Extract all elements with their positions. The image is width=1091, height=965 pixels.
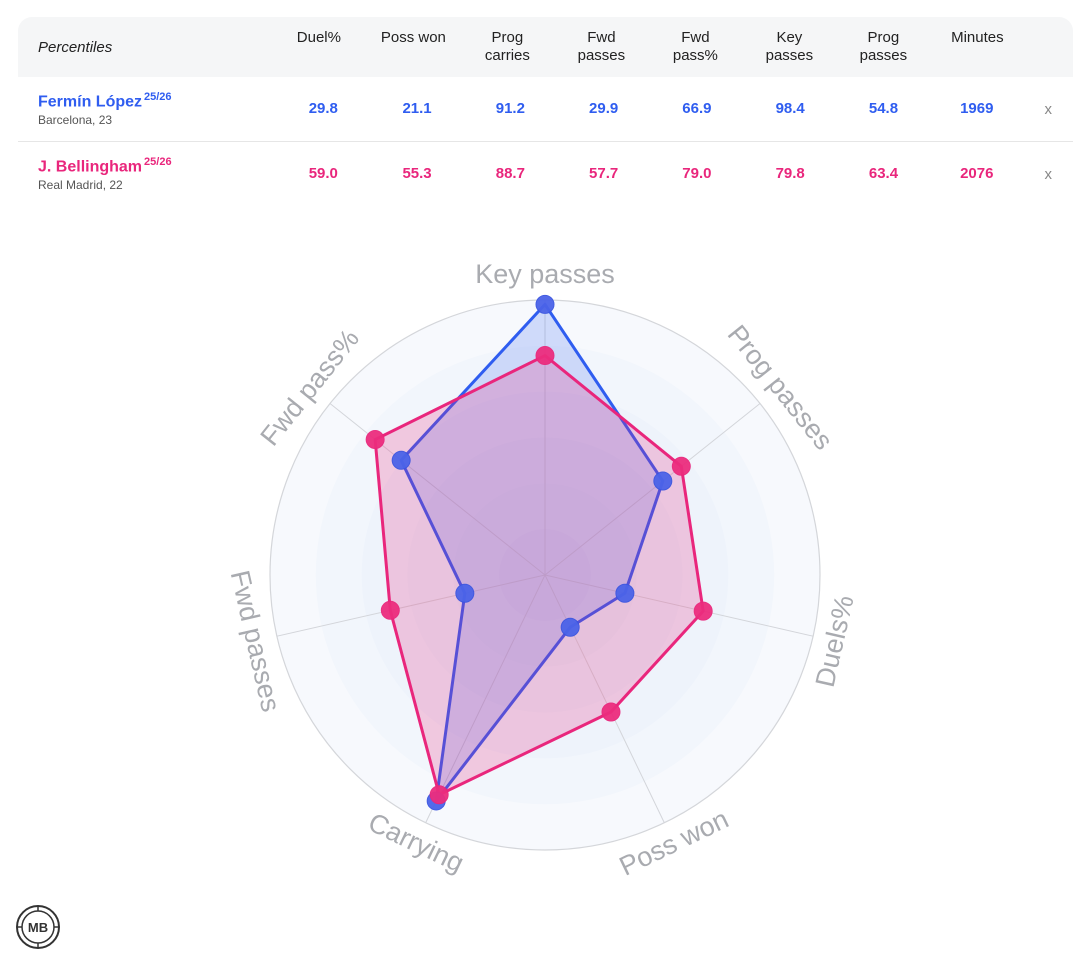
data-point bbox=[671, 456, 691, 476]
column-header-text: pass% bbox=[672, 47, 718, 64]
data-point bbox=[535, 346, 555, 366]
stat-value: 55.3 bbox=[402, 165, 432, 182]
data-point bbox=[560, 617, 580, 637]
player-name[interactable]: Fermín López bbox=[38, 93, 143, 111]
stat-value: 91.2 bbox=[495, 100, 525, 117]
column-header-text: passes bbox=[765, 47, 814, 64]
data-point bbox=[693, 601, 713, 621]
remove-player-button[interactable]: x bbox=[1044, 100, 1052, 118]
table-title: Percentiles bbox=[38, 38, 113, 56]
column-header-text: Fwd bbox=[681, 29, 710, 46]
column-header-text: passes bbox=[577, 47, 626, 64]
stat-value: 59.0 bbox=[308, 165, 338, 182]
column-header[interactable]: Poss won bbox=[366, 29, 460, 65]
remove-player-button[interactable]: x bbox=[1044, 165, 1052, 183]
player-cell: Fermín López 25/26 Barcelona, 23 bbox=[18, 91, 276, 126]
player-row: J. Bellingham 25/26 Real Madrid, 22 59.0 55.… bbox=[18, 142, 1073, 206]
stat-value: 79.0 bbox=[682, 165, 712, 182]
data-point bbox=[429, 785, 449, 805]
player-season: 25/26 bbox=[144, 91, 172, 104]
player-row: Fermín López 25/26 Barcelona, 23 29.8 21.1 91… bbox=[18, 77, 1073, 142]
player-cell: J. Bellingham 25/26 Real Madrid, 22 bbox=[18, 156, 276, 191]
column-header-text: carries bbox=[484, 47, 530, 64]
stat-value: 29.8 bbox=[308, 100, 338, 117]
stat-value: 98.4 bbox=[775, 100, 805, 117]
column-header-text: Fwd bbox=[587, 29, 616, 46]
column-header-text: Minutes bbox=[951, 29, 1004, 46]
column-header[interactable]: Minutes bbox=[930, 29, 1024, 65]
player-season: 25/26 bbox=[144, 156, 172, 169]
stat-value: 63.4 bbox=[868, 165, 899, 182]
stat-value: 54.8 bbox=[868, 100, 899, 117]
radar-spoke bbox=[544, 574, 665, 823]
series-area-1 bbox=[373, 354, 705, 797]
column-header-text: Prog bbox=[867, 29, 900, 46]
column-header-text: Key bbox=[776, 29, 803, 46]
data-point bbox=[455, 583, 475, 603]
column-header[interactable]: Fwd pass% bbox=[648, 29, 742, 65]
player-meta: Barcelona, 23 bbox=[38, 112, 113, 127]
column-header[interactable]: Key passes bbox=[742, 29, 836, 65]
stat-value: 29.9 bbox=[589, 100, 619, 117]
player-meta: Real Madrid, 22 bbox=[38, 177, 123, 192]
series-area-0 bbox=[399, 302, 665, 803]
data-point bbox=[653, 471, 673, 491]
stat-value: 2076 bbox=[960, 165, 994, 182]
column-header-text: Prog bbox=[491, 29, 524, 46]
radar-spoke bbox=[329, 403, 546, 576]
svg-text:MB: MB bbox=[28, 920, 48, 935]
radar-spoke bbox=[544, 403, 761, 576]
column-header[interactable]: Prog carries bbox=[460, 29, 554, 65]
stat-value: 57.7 bbox=[589, 165, 619, 182]
stat-value: 1969 bbox=[960, 100, 994, 117]
data-point bbox=[535, 294, 555, 314]
data-point bbox=[601, 702, 621, 722]
table-header: Percentiles Duel% Poss won Prog carries Fwd p… bbox=[18, 17, 1073, 77]
stat-value: 66.9 bbox=[682, 100, 712, 117]
data-point bbox=[391, 450, 411, 470]
radar-spoke bbox=[425, 574, 546, 823]
mb-logo-icon: MB bbox=[14, 903, 62, 951]
data-point bbox=[365, 430, 385, 450]
stat-value: 88.7 bbox=[495, 165, 525, 182]
radar-spoke bbox=[544, 574, 814, 637]
stat-value: 79.8 bbox=[775, 165, 805, 182]
column-header[interactable]: Fwd passes bbox=[554, 29, 648, 65]
data-point bbox=[615, 583, 635, 603]
column-header-text: passes bbox=[859, 47, 908, 64]
column-header-text: Poss won bbox=[380, 29, 446, 46]
column-header[interactable]: Duel% bbox=[271, 29, 366, 65]
column-header[interactable]: Prog passes bbox=[836, 29, 930, 65]
column-header-text: Duel% bbox=[296, 29, 341, 46]
radar-spoke bbox=[276, 574, 546, 637]
stat-value: 21.1 bbox=[402, 100, 432, 117]
player-name[interactable]: J. Bellingham bbox=[38, 158, 143, 176]
data-point bbox=[380, 600, 400, 620]
percentiles-table: Percentiles Duel% Poss won Prog carries Fwd p… bbox=[18, 17, 1073, 206]
axis-label: Key passes bbox=[475, 259, 615, 289]
